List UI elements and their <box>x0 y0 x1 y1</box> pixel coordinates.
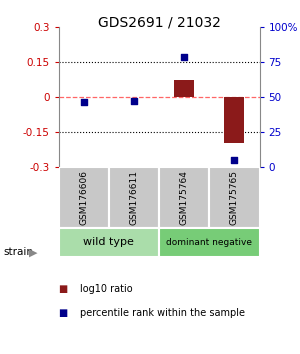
Text: strain: strain <box>3 247 33 257</box>
Text: GSM176606: GSM176606 <box>79 170 88 225</box>
Bar <box>58 167 109 228</box>
Text: ■: ■ <box>58 308 68 318</box>
Point <box>81 99 86 105</box>
Text: ▶: ▶ <box>28 247 37 257</box>
Bar <box>58 228 159 257</box>
Bar <box>109 167 159 228</box>
Point <box>131 98 136 104</box>
Bar <box>174 80 194 97</box>
Text: wild type: wild type <box>83 237 134 247</box>
Bar <box>209 167 260 228</box>
Text: GSM175765: GSM175765 <box>230 170 239 225</box>
Bar <box>159 228 260 257</box>
Text: ■: ■ <box>58 284 68 293</box>
Point <box>232 157 237 163</box>
Text: GSM176611: GSM176611 <box>129 170 138 225</box>
Text: dominant negative: dominant negative <box>166 238 252 247</box>
Text: GDS2691 / 21032: GDS2691 / 21032 <box>98 16 220 30</box>
Text: log10 ratio: log10 ratio <box>80 284 132 293</box>
Point <box>182 55 187 60</box>
Bar <box>224 97 244 143</box>
Bar <box>159 167 209 228</box>
Text: percentile rank within the sample: percentile rank within the sample <box>80 308 244 318</box>
Text: GSM175764: GSM175764 <box>180 170 189 225</box>
